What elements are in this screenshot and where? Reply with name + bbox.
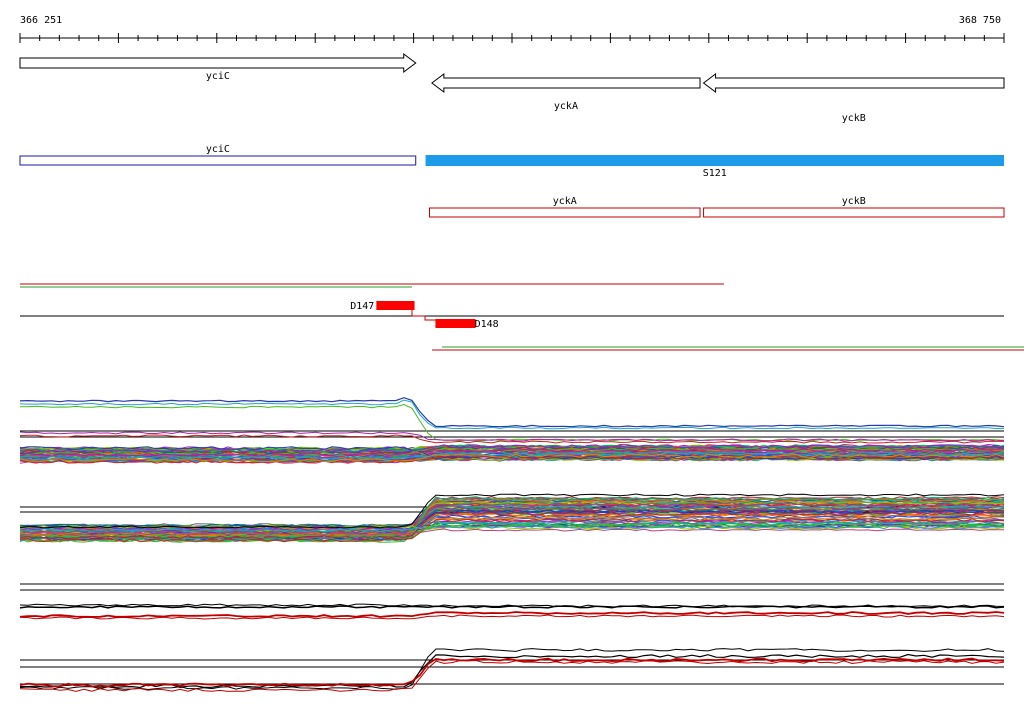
expression-panel-2 (19, 493, 1005, 543)
segment-track: D147 D148 (20, 283, 1024, 351)
gene-label-yckB: yckB (842, 113, 866, 124)
gene-label-yckA: yckA (554, 101, 578, 112)
gene-label-yciC: yciC (206, 71, 230, 82)
coordinate-ruler: 366 251 368 750 (19, 15, 1005, 43)
panel-4-trace (19, 659, 1005, 692)
panel-4-trace (19, 657, 1005, 688)
gene-track: yciC yckA yckB (19, 53, 1005, 124)
panel-1-trace (19, 448, 1005, 457)
expression-panel-3 (19, 583, 1005, 620)
unit-box-yciC (19, 155, 417, 166)
segment-bar-S121 (425, 155, 1005, 166)
panel-1-trace (19, 444, 1005, 453)
drop-track: D147 D148 (350, 301, 499, 330)
panel-1-trace (19, 397, 1005, 428)
panel-2-trace (19, 525, 1005, 533)
segment-connector (411, 305, 437, 321)
panel-2-trace (19, 499, 1005, 541)
panel-2-trace (19, 516, 1005, 537)
drop-bar-D148 (435, 319, 476, 328)
transcription-unit-track: yciC yckA yckB S121 (19, 144, 1005, 218)
panel-2-trace (19, 511, 1005, 540)
panel-2-trace (19, 493, 1005, 529)
panel-1-trace (19, 453, 1005, 463)
segment-label-S121: S121 (703, 168, 727, 179)
drop-label-D148: D148 (475, 319, 499, 330)
gene-arrow-yckB (702, 73, 1005, 93)
ruler-end-label: 368 750 (959, 15, 1001, 26)
unit-box-yckB (703, 207, 1005, 218)
panel-1-trace (19, 431, 1005, 442)
expression-panel-1 (19, 397, 1005, 464)
panel-3-trace (19, 611, 1005, 618)
unit-label-yckA: yckA (553, 196, 577, 207)
gene-arrow-yciC (19, 53, 417, 73)
panel-3-trace (19, 603, 1005, 608)
gene-arrow-yckA (431, 73, 701, 93)
panel-1-trace (19, 434, 1004, 444)
panel-2-trace (19, 528, 1005, 536)
drop-label-D147: D147 (350, 301, 374, 312)
unit-box-yckA (429, 207, 701, 218)
panel-3-trace (19, 614, 1005, 620)
panel-4-trace (20, 653, 1005, 689)
unit-label-yckB: yckB (842, 196, 866, 207)
expression-panel-4 (19, 648, 1005, 692)
panel-3-trace (19, 605, 1005, 609)
panel-2-trace (19, 518, 1005, 543)
panel-4-trace (19, 648, 1005, 691)
panel-1-trace (19, 447, 1005, 462)
unit-label-yciC: yciC (206, 144, 230, 155)
panel-1-trace (19, 450, 1005, 459)
ruler-start-label: 366 251 (20, 15, 62, 26)
drop-bar-D147 (376, 301, 415, 310)
panel-1-trace (19, 399, 1005, 430)
ruler-ticks (19, 33, 1005, 43)
panel-1-trace (19, 455, 1005, 464)
